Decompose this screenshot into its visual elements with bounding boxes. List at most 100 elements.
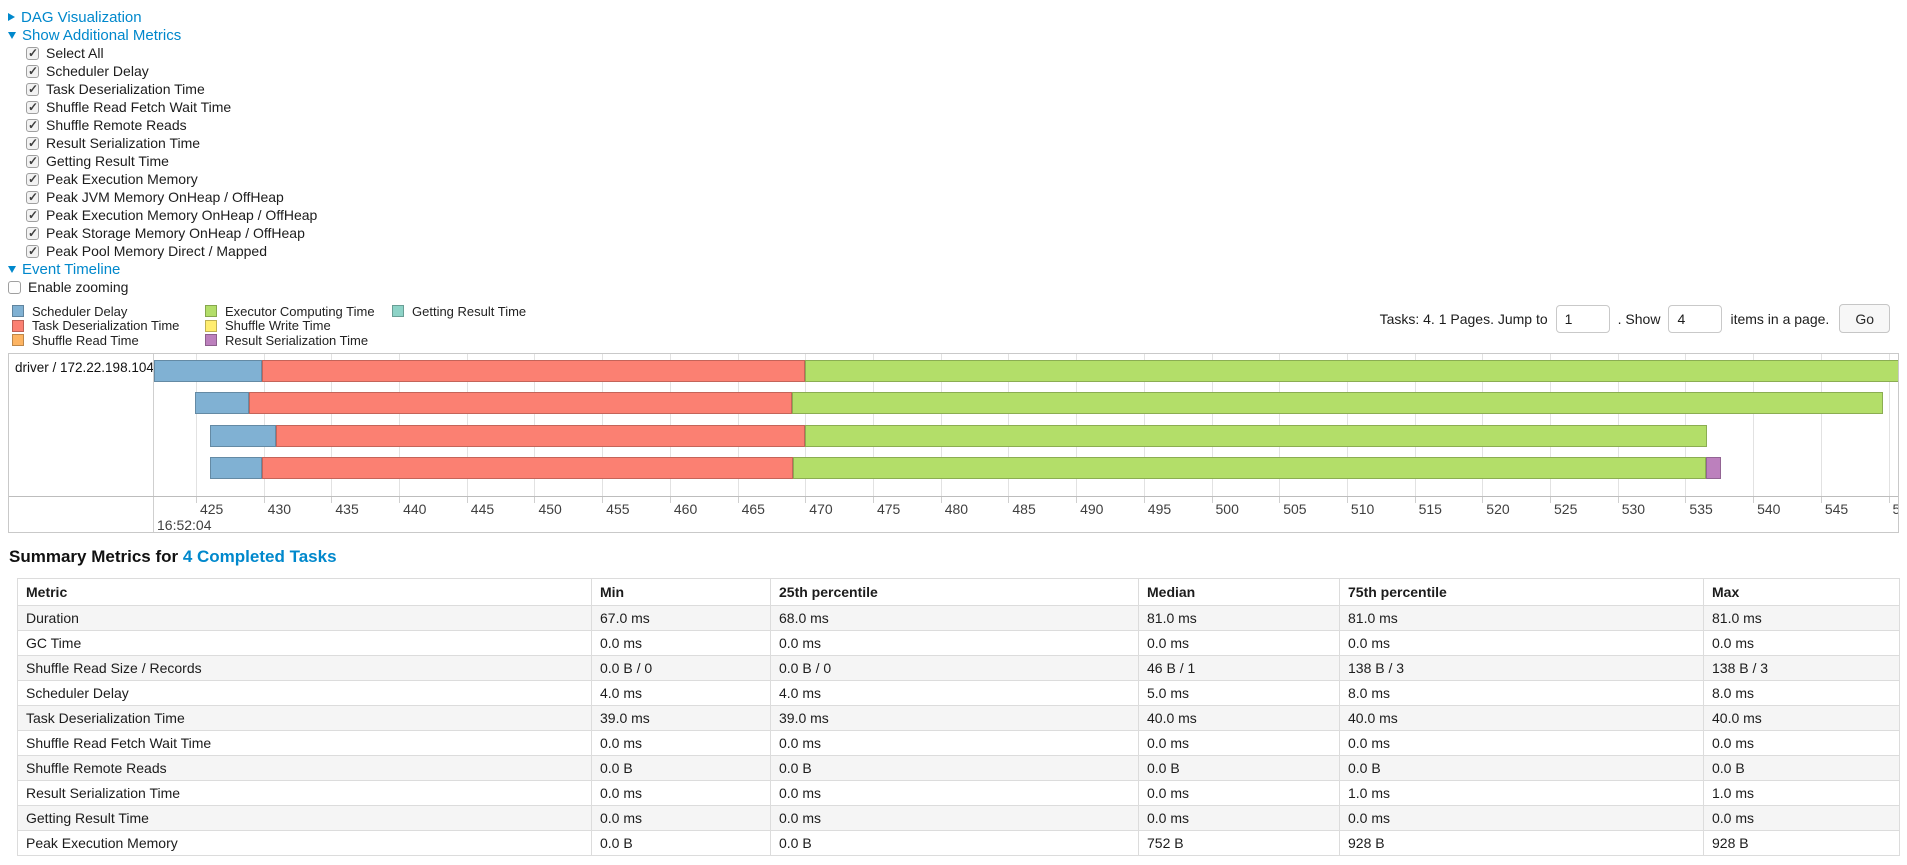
value-cell: 752 B	[1138, 830, 1340, 856]
legend-label: Scheduler Delay	[32, 303, 128, 319]
axis-gridline	[1820, 354, 1822, 496]
task-bar-segment-scheduler-delay[interactable]	[154, 360, 263, 382]
enable-zooming-row: Enable zooming	[8, 278, 1899, 296]
table-row: Shuffle Read Fetch Wait Time 0.0 ms 0.0 ms…	[17, 730, 1900, 756]
value-cell: 67.0 ms	[591, 605, 771, 631]
axis-tick-label: 485	[1012, 501, 1036, 517]
task-bar-segment-result-serialization[interactable]	[1705, 457, 1721, 479]
task-bar-segment-task-deserialization[interactable]	[262, 457, 794, 479]
axis-tick	[1820, 497, 1822, 503]
task-bar-segment-scheduler-delay[interactable]	[194, 392, 249, 414]
axis-tick	[1008, 497, 1010, 503]
axis-tick	[1414, 497, 1416, 503]
value-cell: 0.0 B	[770, 755, 1139, 781]
value-cell: 0.0 ms	[591, 630, 771, 656]
table-header-row: Metric Min 25th percentile Median 75th perce…	[17, 578, 1900, 606]
metric-checkbox-label: Task Deserialization Time	[46, 81, 205, 97]
task-bar-segment-executor-computing[interactable]	[793, 457, 1706, 479]
summary-metrics-heading: Summary Metrics for 4 Completed Tasks	[9, 547, 1899, 569]
metric-cell: Result Serialization Time	[17, 780, 592, 806]
metric-checkbox[interactable]	[26, 136, 39, 150]
completed-tasks-link[interactable]: 4 Completed Tasks	[182, 547, 337, 566]
axis-gridline	[1888, 354, 1890, 496]
metric-checkbox[interactable]	[26, 244, 39, 258]
metric-checkbox-row: Result Serialization Time	[26, 134, 1899, 152]
task-bar-segment-task-deserialization[interactable]	[262, 360, 806, 382]
metric-checkbox[interactable]	[26, 82, 39, 96]
metric-checkbox-label: Shuffle Read Fetch Wait Time	[46, 99, 232, 115]
enable-zooming-checkbox[interactable]	[8, 280, 21, 294]
value-cell: 8.0 ms	[1703, 680, 1900, 706]
metric-checkbox-row: Task Deserialization Time	[26, 80, 1899, 98]
axis-tick-label: 490	[1080, 501, 1104, 517]
pagination-summary: Tasks: 4. 1 Pages. Jump to	[1379, 310, 1548, 327]
legend-item: Scheduler Delay	[12, 304, 205, 319]
metric-checkbox[interactable]	[26, 172, 39, 186]
metric-checkbox-row: Getting Result Time	[26, 152, 1899, 170]
metric-cell: Shuffle Read Size / Records	[17, 655, 592, 681]
metric-checkbox[interactable]	[26, 64, 39, 78]
task-bar-segment-task-deserialization[interactable]	[275, 425, 806, 447]
timeline-plot-area	[154, 354, 1898, 496]
metric-checkbox[interactable]	[26, 226, 39, 240]
task-bar-segment-task-deserialization[interactable]	[248, 392, 792, 414]
items-per-page-input[interactable]	[1668, 304, 1723, 333]
executor-computing-swatch-icon	[205, 305, 217, 318]
value-cell: 1.0 ms	[1339, 780, 1704, 806]
axis-tick	[1076, 497, 1078, 503]
table-row: Peak Execution Memory 0.0 B 0.0 B 752 B 928 …	[17, 830, 1900, 856]
value-cell: 0.0 B	[1138, 755, 1340, 781]
legend-label: Executor Computing Time	[225, 303, 375, 319]
metric-cell: Shuffle Remote Reads	[17, 755, 592, 781]
value-cell: 0.0 B / 0	[770, 655, 1139, 681]
section-toggle-show-additional-metrics[interactable]: Show Additional Metrics	[8, 26, 1899, 44]
task-bar-segment-executor-computing[interactable]	[791, 392, 1884, 414]
jump-to-page-input[interactable]	[1555, 304, 1610, 333]
metric-checkbox-row: Peak JVM Memory OnHeap / OffHeap	[26, 188, 1899, 206]
value-cell: 81.0 ms	[1339, 605, 1704, 631]
value-cell: 68.0 ms	[770, 605, 1139, 631]
metric-checkbox[interactable]	[26, 154, 39, 168]
go-button[interactable]: Go	[1839, 304, 1890, 333]
axis-tick-label: 500	[1215, 501, 1239, 517]
heading-prefix: Summary Metrics for	[9, 547, 183, 566]
value-cell: 40.0 ms	[1339, 705, 1704, 731]
axis-tick	[805, 497, 807, 503]
axis-tick-label: 535	[1689, 501, 1713, 517]
legend-label: Getting Result Time	[412, 303, 527, 319]
value-cell: 5.0 ms	[1138, 680, 1340, 706]
section-label: Event Timeline	[22, 260, 121, 278]
metric-checkbox[interactable]	[26, 208, 39, 222]
task-deserialization-swatch-icon	[12, 319, 24, 332]
metric-checkbox[interactable]	[26, 46, 39, 60]
result-serialization-swatch-icon	[205, 334, 217, 347]
task-bar-segment-scheduler-delay[interactable]	[209, 425, 276, 447]
value-cell: 928 B	[1339, 830, 1704, 856]
metric-checkbox-label: Getting Result Time	[46, 153, 169, 169]
metric-checkbox[interactable]	[26, 118, 39, 132]
value-cell: 0.0 ms	[1138, 630, 1340, 656]
value-cell: 0.0 ms	[591, 780, 771, 806]
metric-cell: Peak Execution Memory	[17, 830, 592, 856]
section-label: Show Additional Metrics	[22, 26, 182, 44]
section-label: DAG Visualization	[21, 8, 142, 26]
event-timeline-chart: driver / 172.22.198.104 425 430 435 440 445 4…	[8, 353, 1899, 533]
task-bar-segment-executor-computing[interactable]	[805, 425, 1708, 447]
metric-checkbox[interactable]	[26, 100, 39, 114]
column-header: Metric	[17, 578, 592, 606]
axis-tick	[602, 497, 604, 503]
value-cell: 40.0 ms	[1138, 705, 1340, 731]
section-toggle-event-timeline[interactable]: Event Timeline	[8, 260, 1899, 278]
axis-tick-label: 455	[606, 501, 630, 517]
axis-tick-label: 515	[1418, 501, 1442, 517]
metric-cell: GC Time	[17, 630, 592, 656]
task-bar-segment-scheduler-delay[interactable]	[209, 457, 263, 479]
task-bar-segment-executor-computing[interactable]	[805, 360, 1898, 382]
metric-checkbox[interactable]	[26, 190, 39, 204]
axis-underline	[9, 496, 154, 497]
section-toggle-dag-visualization[interactable]: DAG Visualization	[8, 8, 1899, 26]
axis-tick	[1346, 497, 1348, 503]
value-cell: 0.0 B	[1703, 755, 1900, 781]
metric-checkbox-label: Select All	[46, 45, 104, 61]
value-cell: 4.0 ms	[770, 680, 1139, 706]
